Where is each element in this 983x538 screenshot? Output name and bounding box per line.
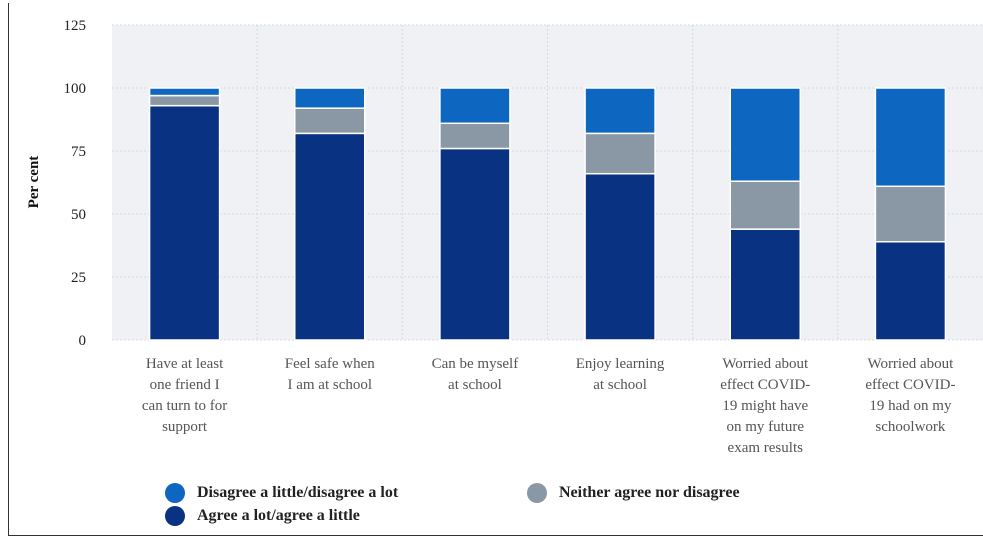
bar-segment-agree (729, 228, 801, 341)
y-tick-labels: 0 25 50 75 100 125 (64, 18, 87, 349)
legend-swatch-neither (527, 483, 547, 503)
y-tick-label: 100 (64, 81, 87, 97)
bar-segment-agree (439, 147, 511, 341)
y-axis-label: Per cent (26, 156, 42, 209)
bar-segment-agree (584, 172, 656, 341)
x-tick-label: Worried about effect COVID-19 might have o… (720, 356, 810, 456)
bar-segment-neither (874, 185, 947, 243)
bar-segment-agree (294, 132, 366, 341)
y-tick-label: 75 (71, 144, 86, 160)
bars (148, 87, 947, 341)
legend-item-neither: Neither agree nor disagree (527, 483, 740, 503)
legend-label-neither: Neither agree nor disagree (559, 484, 740, 501)
chart-frame (8, 3, 983, 536)
bar-segment-neither (584, 132, 656, 175)
y-tick-label: 125 (64, 18, 87, 34)
y-tick-label: 25 (71, 270, 86, 286)
legend-swatch-disagree (165, 483, 185, 503)
legend-item-agree: Agree a lot/agree a little (165, 506, 360, 526)
bar-segment-disagree (439, 87, 511, 125)
x-tick-label: Can be myself at school (432, 356, 519, 393)
bar-segment-disagree (294, 87, 366, 109)
bar-segment-agree (148, 104, 221, 341)
x-tick-label: Feel safe when I am at school (285, 356, 375, 393)
grid-lines (112, 24, 983, 341)
bar-segment-neither (294, 107, 366, 135)
bar-segment-disagree (148, 87, 221, 97)
bar-segment-neither (729, 180, 801, 230)
legend-item-disagree: Disagree a little/disagree a lot (165, 483, 398, 503)
x-tick-label: Worried about effect COVID-19 had on my sc… (865, 356, 955, 435)
x-tick-label: Enjoy learning at school (576, 356, 665, 393)
legend-label-agree: Agree a lot/agree a little (197, 507, 360, 524)
bar-segment-agree (874, 240, 947, 341)
bar-segment-disagree (729, 87, 801, 182)
y-tick-label: 0 (79, 333, 87, 349)
legend: Disagree a little/disagree a lot Neither… (165, 480, 865, 530)
bar-segment-neither (439, 122, 511, 150)
bar-segment-disagree (584, 87, 656, 135)
bar-segment-disagree (874, 87, 947, 188)
legend-swatch-agree (165, 506, 185, 526)
bar-segment-neither (148, 94, 221, 107)
y-tick-label: 50 (71, 207, 86, 223)
legend-label-disagree: Disagree a little/disagree a lot (197, 484, 399, 501)
